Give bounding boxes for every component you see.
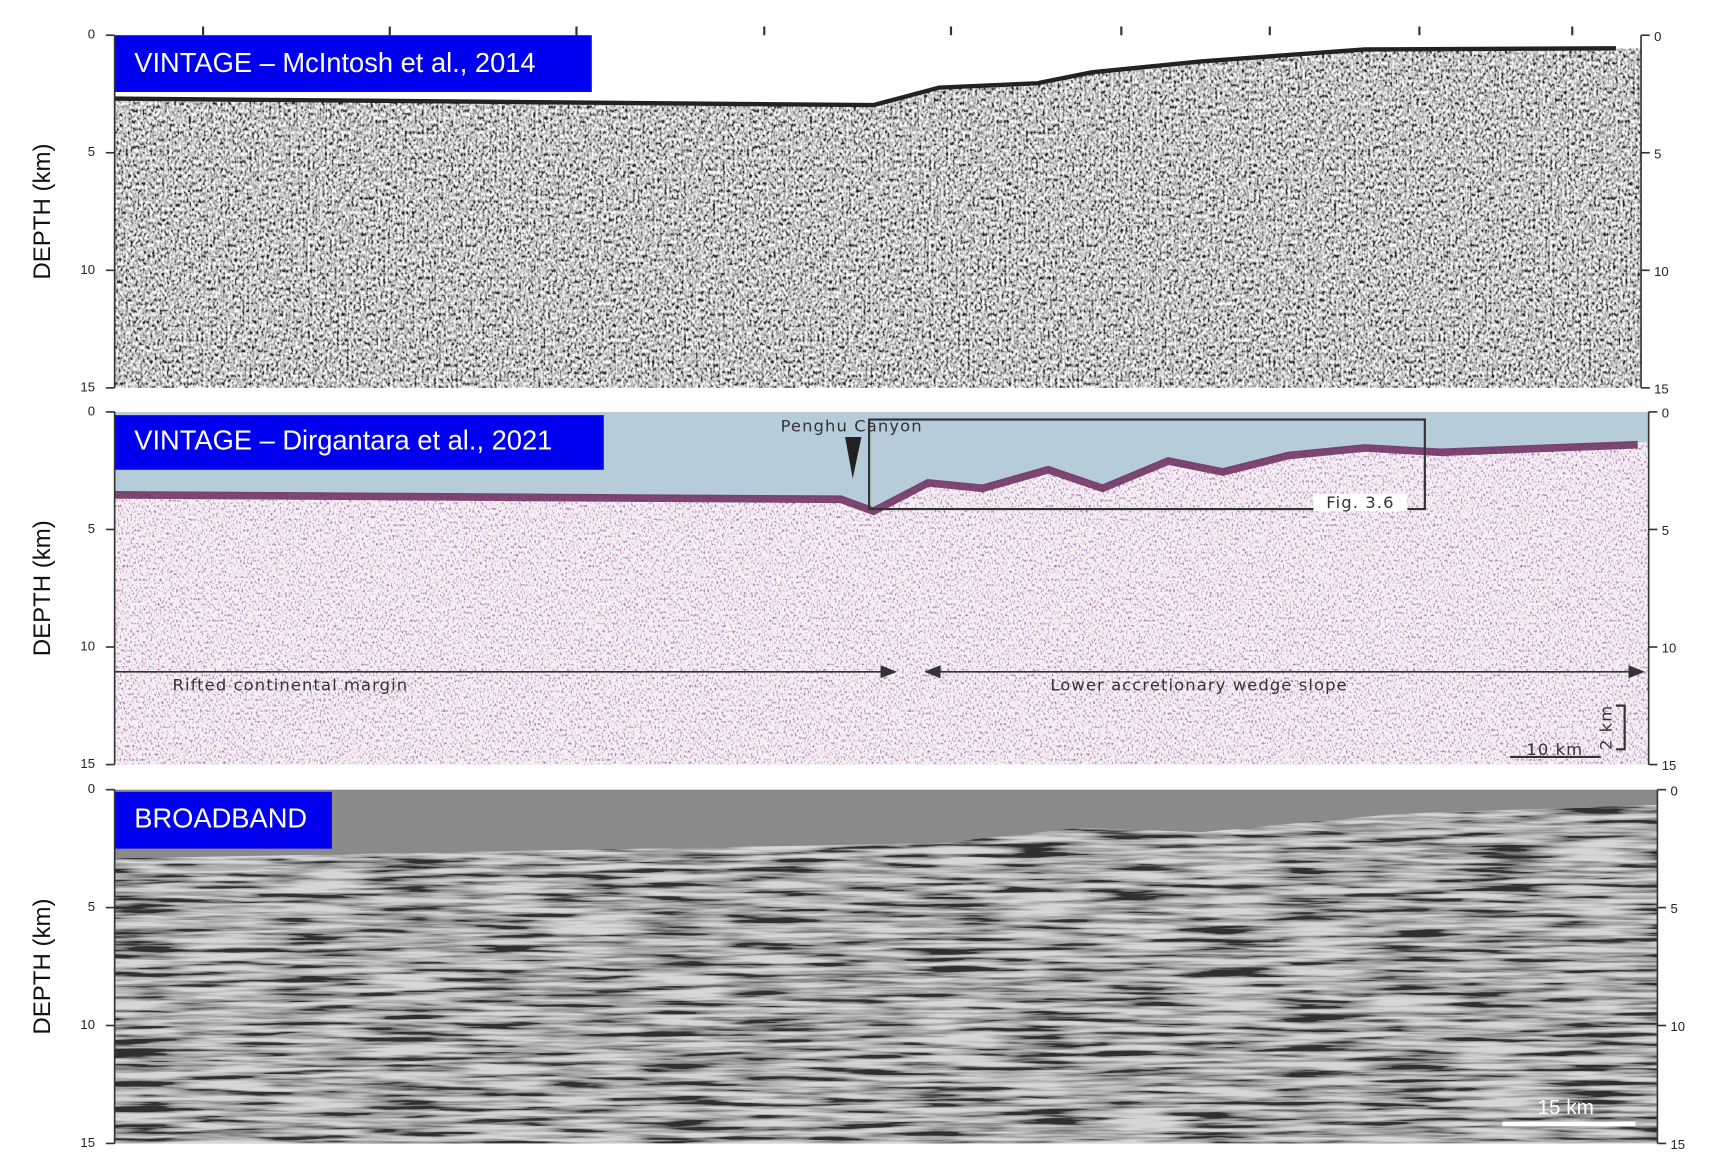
right-zone-label: Lower accretionary wedge slope <box>1050 675 1347 694</box>
right-tick-label: 0 <box>1671 783 1678 798</box>
seafloor <box>114 46 1616 108</box>
right-tick-label: 5 <box>1671 901 1678 916</box>
panel-title: VINTAGE – McIntosh et al., 2014 <box>134 47 535 78</box>
top-ticks <box>201 26 1574 36</box>
right-tick-label: 10 <box>1671 1019 1686 1034</box>
panel-3: 15 km BROADBAND <box>114 789 1658 1144</box>
left-tick-label: 15 <box>80 756 95 771</box>
panel-1: VINTAGE – McIntosh et al., 2014 <box>114 26 1642 388</box>
y-axis-label: DEPTH (km) <box>29 520 56 656</box>
panel-2: Fig. 3.6 Penghu Canyon Rifted continenta… <box>114 411 1649 765</box>
title-box <box>114 415 604 470</box>
figure-box-label-bg <box>1313 493 1408 512</box>
horizontal-scale-label: 10 km <box>1526 740 1583 759</box>
title-box <box>114 791 332 849</box>
right-tick-label: 15 <box>1654 382 1669 397</box>
vertical-scale-label: 2 km <box>1597 705 1616 750</box>
left-tick-label: 15 <box>80 1135 95 1150</box>
right-tick-label: 15 <box>1662 758 1677 773</box>
vertical-scale-bar <box>1615 704 1626 751</box>
left-zone-label: Rifted continental margin <box>173 675 409 694</box>
right-tick-label: 10 <box>1654 264 1669 279</box>
figure-box-label: Fig. 3.6 <box>1326 493 1394 512</box>
right-tick-label: 10 <box>1662 641 1677 656</box>
right-tick-label: 15 <box>1671 1137 1686 1152</box>
scale-bar-label: 15 km <box>1537 1096 1593 1119</box>
left-tick-label: 0 <box>88 403 95 418</box>
y-axis-label: DEPTH (km) <box>29 899 56 1035</box>
left-tick-label: 5 <box>88 521 95 536</box>
seismic-image <box>114 804 1658 1144</box>
right-tick-label: 0 <box>1662 406 1669 421</box>
canyon-marker <box>845 437 862 479</box>
right-tick-label: 5 <box>1662 523 1669 538</box>
canyon-label: Penghu Canyon <box>781 417 923 436</box>
left-tick-label: 15 <box>80 379 95 394</box>
left-tick-label: 10 <box>80 262 95 277</box>
left-tick-label: 5 <box>88 899 95 914</box>
left-tick-label: 10 <box>80 1017 95 1032</box>
right-tick-label: 5 <box>1654 146 1661 161</box>
right-tick-label: 0 <box>1654 29 1661 44</box>
seafloor <box>114 440 1638 516</box>
seismic-tone <box>114 804 1658 1144</box>
left-tick-label: 10 <box>80 638 95 653</box>
panel-title: BROADBAND <box>134 802 307 833</box>
panel-title: VINTAGE – Dirgantara et al., 2021 <box>134 425 552 456</box>
title-box <box>114 35 592 92</box>
left-tick-label: 0 <box>88 27 95 42</box>
figure-box <box>868 418 1426 511</box>
y-axis-label: DEPTH (km) <box>29 144 56 280</box>
left-tick-label: 5 <box>88 144 95 159</box>
left-tick-label: 0 <box>88 781 95 796</box>
